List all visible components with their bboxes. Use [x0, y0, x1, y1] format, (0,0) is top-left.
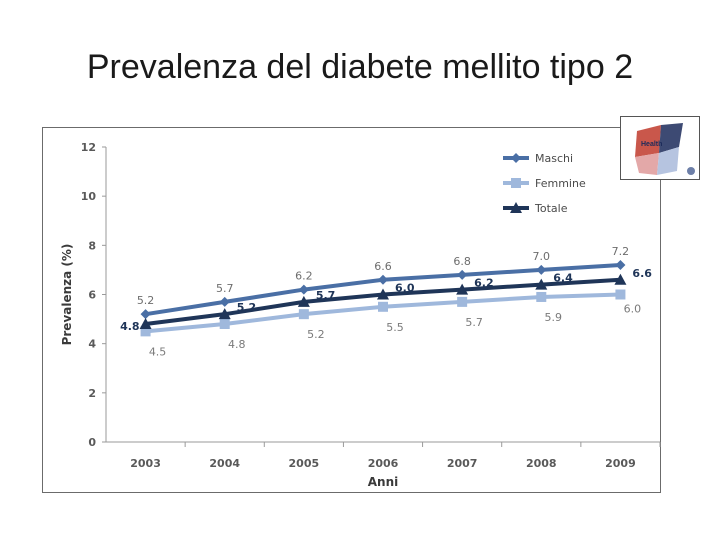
data-label-totale: 5.2 [237, 301, 257, 314]
data-point-maschi [298, 284, 309, 295]
x-axis-title: Anni [368, 475, 399, 489]
x-tick-label: 2008 [526, 457, 557, 470]
y-axis-title: Prevalenza (%) [60, 244, 74, 346]
data-point-maschi [378, 274, 388, 285]
data-point-maschi [536, 264, 547, 275]
legend-marker-totale [510, 202, 522, 213]
data-label-maschi: 7.2 [612, 245, 630, 258]
data-point-maschi [457, 269, 468, 280]
x-tick-label: 2005 [289, 457, 320, 470]
x-tick-label: 2007 [447, 457, 478, 470]
data-label-femmine: 5.5 [386, 321, 404, 334]
data-label-totale: 6.2 [474, 277, 494, 290]
data-point-femmine [219, 319, 230, 329]
data-point-totale [218, 308, 231, 320]
y-tick-label: 10 [81, 190, 97, 203]
data-label-totale: 6.6 [632, 267, 652, 280]
y-tick-label: 12 [81, 141, 96, 154]
data-point-femmine [140, 326, 151, 337]
data-point-totale [139, 318, 152, 329]
line-chart: 0 2 4 6 8 10 12 2003 2004 2005 2006 2007 2008 2009 Ann… [60, 141, 661, 489]
data-point-totale [535, 278, 548, 290]
data-label-maschi: 6.8 [453, 255, 471, 268]
data-label-femmine: 4.8 [228, 338, 246, 351]
data-point-maschi [615, 260, 626, 270]
chart-frame: 0 2 4 6 8 10 12 2003 2004 2005 2006 2007 2008 2009 Ann… [42, 127, 661, 493]
data-point-totale [456, 283, 469, 295]
data-label-maschi: 7.0 [533, 250, 551, 263]
y-tick-label: 4 [88, 338, 96, 351]
data-label-totale: 5.7 [316, 289, 336, 302]
x-tick-label: 2009 [605, 457, 636, 470]
legend-marker-femmine [511, 178, 521, 188]
data-point-femmine [615, 289, 626, 300]
y-tick-label: 2 [88, 387, 96, 400]
data-point-maschi [140, 309, 151, 320]
data-point-femmine [298, 309, 309, 320]
legend-label-maschi: Maschi [535, 152, 573, 165]
legend-label-totale: Totale [534, 202, 568, 215]
data-label-femmine: 6.0 [624, 303, 642, 316]
data-point-totale [297, 295, 310, 307]
data-label-maschi: 5.2 [137, 294, 155, 307]
data-point-femmine [457, 296, 468, 307]
data-label-maschi: 6.6 [374, 260, 392, 273]
data-point-totale [377, 288, 389, 300]
data-point-maschi [219, 296, 230, 307]
data-label-femmine: 5.2 [307, 328, 325, 341]
data-label-femmine: 5.9 [545, 311, 563, 324]
data-label-totale: 6.4 [553, 272, 573, 285]
logo-icon [635, 123, 695, 175]
data-point-femmine [378, 301, 388, 312]
x-tick-label: 2004 [209, 457, 240, 470]
legend-label-femmine: Femmine [535, 177, 586, 190]
legend-marker-maschi [511, 153, 521, 163]
data-point-totale [614, 273, 627, 285]
y-tick-label: 6 [88, 289, 96, 302]
data-label-totale: 4.8 [120, 320, 140, 333]
data-label-femmine: 4.5 [149, 345, 167, 358]
data-label-maschi: 6.2 [295, 270, 313, 283]
data-label-maschi: 5.7 [216, 282, 234, 295]
y-tick-label: 8 [88, 239, 96, 252]
y-tick-label: 0 [88, 436, 96, 449]
x-tick-label: 2006 [368, 457, 399, 470]
logo: Health [620, 116, 700, 180]
data-label-femmine: 5.7 [465, 316, 483, 329]
data-point-femmine [536, 291, 547, 302]
slide-title: Prevalenza del diabete mellito tipo 2 [86, 48, 634, 86]
logo-text: Health [641, 141, 663, 148]
x-tick-label: 2003 [130, 457, 161, 470]
data-label-totale: 6.0 [395, 282, 415, 295]
